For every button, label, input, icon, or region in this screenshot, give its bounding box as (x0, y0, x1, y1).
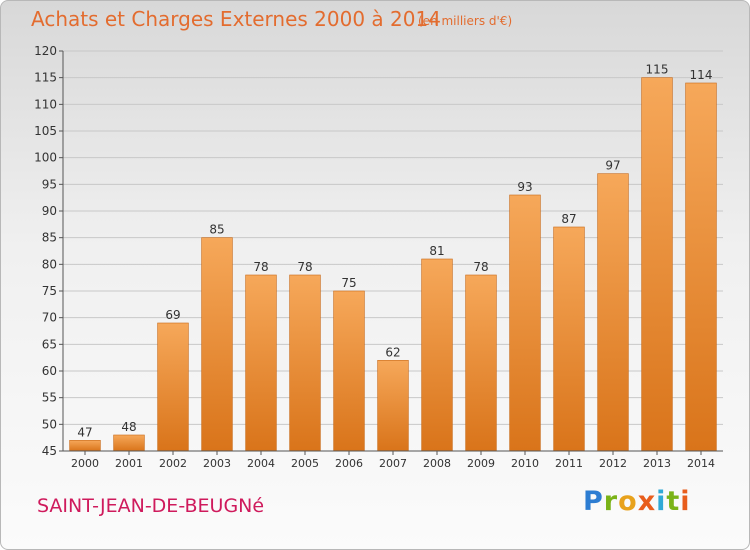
bar (289, 274, 321, 452)
data-label: 87 (561, 212, 576, 226)
bar (685, 82, 717, 452)
y-tick-label: 100 (34, 151, 57, 165)
proxiti-logo: Proxiti (583, 486, 691, 517)
bar (641, 77, 673, 452)
y-tick-label: 110 (34, 97, 57, 111)
bar (245, 274, 277, 452)
data-labels: 47 48 69 85 78 78 75 62 81 78 93 87 97 115 114 (77, 63, 712, 440)
x-tick-label: 2000 (71, 457, 99, 470)
x-tick-label: 2011 (555, 457, 583, 470)
data-label: 97 (605, 159, 620, 173)
data-label: 47 (77, 425, 92, 439)
x-tick-label: 2006 (335, 457, 363, 470)
x-tick-label: 2014 (687, 457, 715, 470)
x-tick-label: 2009 (467, 457, 495, 470)
x-tick-label: 2008 (423, 457, 451, 470)
x-tick-label: 2003 (203, 457, 231, 470)
data-label: 114 (690, 68, 713, 82)
x-tick-label: 2005 (291, 457, 319, 470)
bar (465, 274, 497, 452)
chart-unit: (en milliers d'€) (418, 14, 513, 28)
data-label: 78 (473, 260, 488, 274)
y-tick-label: 70 (42, 311, 57, 325)
place-name: SAINT-JEAN-DE-BEUGNé (37, 495, 265, 517)
y-tick-label: 105 (34, 124, 57, 138)
data-label: 93 (517, 180, 532, 194)
x-tick-label: 2001 (115, 457, 143, 470)
data-label: 62 (385, 345, 400, 359)
bar (509, 194, 541, 452)
y-tick-label: 55 (42, 391, 57, 405)
bar (113, 434, 145, 452)
bar (421, 258, 453, 452)
data-label: 81 (429, 244, 444, 258)
x-tick-label: 2007 (379, 457, 407, 470)
x-tick-label: 2010 (511, 457, 539, 470)
data-label: 48 (121, 420, 136, 434)
bar (377, 360, 409, 452)
data-label: 78 (297, 260, 312, 274)
y-tick-label: 65 (42, 337, 57, 351)
y-tick-label: 80 (42, 257, 57, 271)
bar (597, 173, 629, 452)
x-tick-label: 2002 (159, 457, 187, 470)
logo-letter: o (618, 486, 638, 517)
y-tick-label: 45 (42, 444, 57, 458)
bar (69, 440, 101, 452)
logo-letter: i (656, 486, 667, 517)
logo-letter: t (666, 486, 681, 517)
bars (69, 77, 717, 452)
data-label: 78 (253, 260, 268, 274)
axes: 45 50 55 60 65 70 75 80 85 90 95 100 105 110 115 120 200… (34, 44, 723, 470)
y-tick-label: 60 (42, 364, 57, 378)
bar (201, 237, 233, 452)
y-tick-label: 75 (42, 284, 57, 298)
bar (553, 226, 585, 452)
logo-letter: i (680, 486, 691, 517)
y-tick-label: 120 (34, 44, 57, 58)
y-tick-label: 95 (42, 177, 57, 191)
logo-letter: r (603, 486, 619, 517)
y-tick-label: 85 (42, 231, 57, 245)
data-label: 85 (209, 223, 224, 237)
y-tick-label: 115 (34, 71, 57, 85)
chart-title: Achats et Charges Externes 2000 à 2014 (31, 7, 441, 31)
data-label: 75 (341, 276, 356, 290)
x-tick-label: 2012 (599, 457, 627, 470)
bar (333, 290, 365, 452)
logo-letter: x (637, 486, 657, 517)
data-label: 69 (165, 308, 180, 322)
y-tick-label: 50 (42, 417, 57, 431)
x-tick-label: 2013 (643, 457, 671, 470)
y-tick-label: 90 (42, 204, 57, 218)
bar (157, 322, 189, 452)
x-tick-label: 2004 (247, 457, 275, 470)
data-label: 115 (646, 63, 669, 77)
logo-letter: P (583, 486, 604, 517)
